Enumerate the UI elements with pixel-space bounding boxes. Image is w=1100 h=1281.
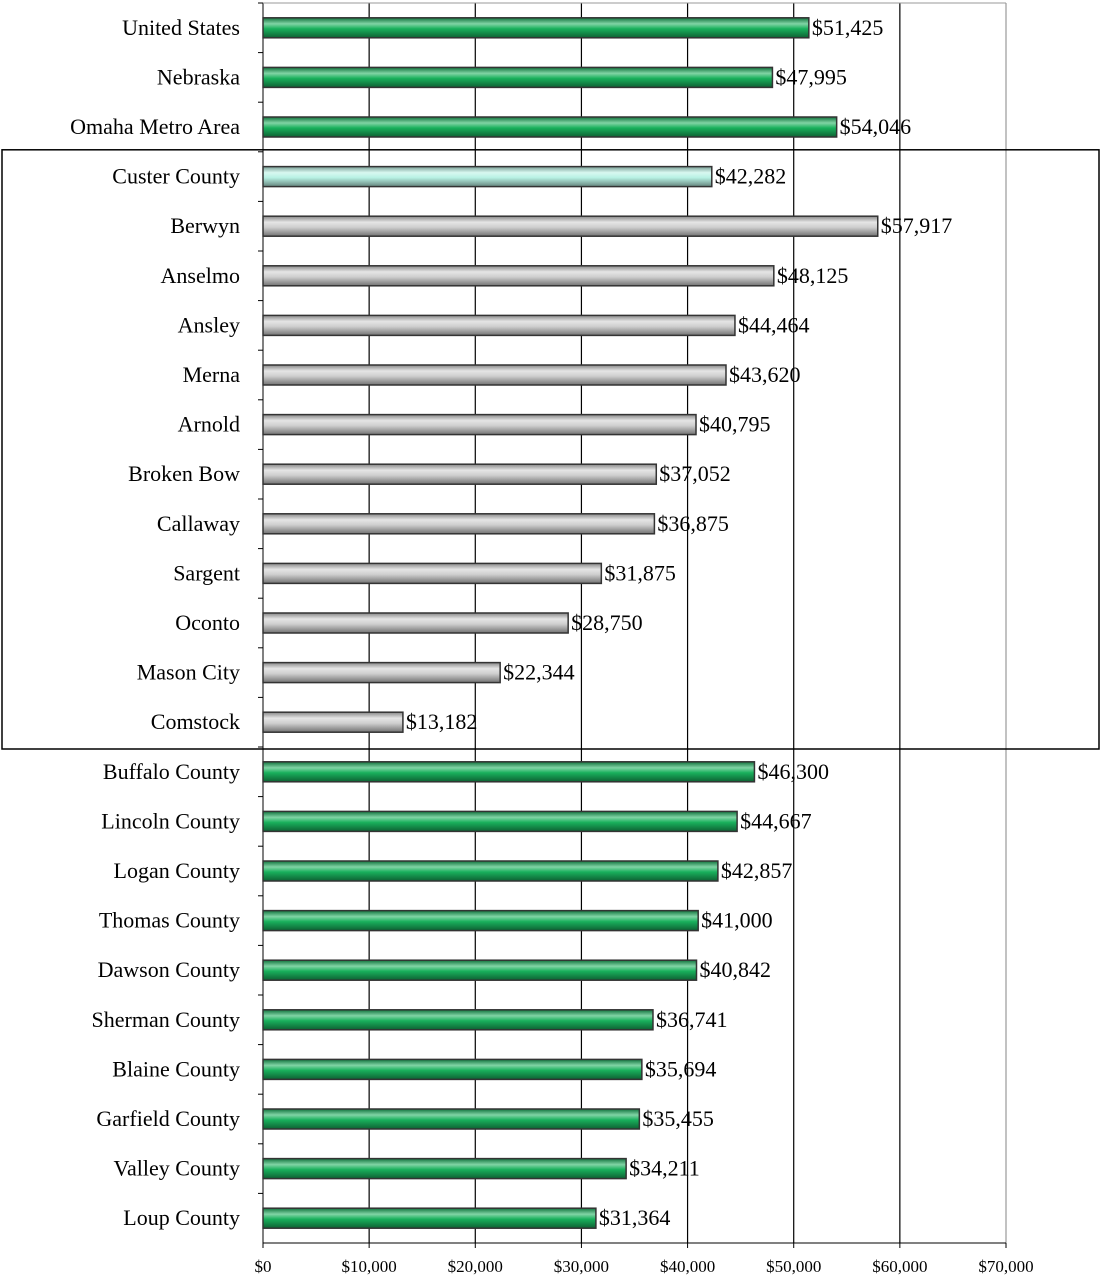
y-tick-label: Logan County bbox=[114, 858, 241, 883]
bar bbox=[262, 761, 756, 783]
value-label: $35,694 bbox=[645, 1056, 717, 1081]
y-tick-label: Valley County bbox=[114, 1156, 241, 1181]
y-tick-label: Thomas County bbox=[99, 908, 240, 933]
value-label: $44,464 bbox=[738, 312, 810, 337]
bar bbox=[262, 711, 404, 733]
bar bbox=[262, 562, 603, 585]
value-label: $43,620 bbox=[729, 362, 801, 387]
y-tick-label: Ansley bbox=[178, 312, 240, 337]
value-label: $36,741 bbox=[656, 1007, 728, 1032]
y-tick-label: Buffalo County bbox=[103, 759, 240, 784]
bar bbox=[262, 17, 810, 39]
y-tick-label: Anselmo bbox=[161, 263, 240, 288]
bar bbox=[262, 810, 738, 833]
y-tick-label: Sargent bbox=[173, 560, 240, 585]
value-label: $40,842 bbox=[700, 957, 772, 982]
x-tick-label: $50,000 bbox=[766, 1257, 821, 1276]
y-tick-label: Oconto bbox=[175, 610, 240, 635]
bar bbox=[262, 116, 838, 138]
value-label: $42,857 bbox=[721, 858, 793, 883]
highlight-box bbox=[1, 149, 1100, 750]
bar bbox=[262, 1108, 641, 1130]
bar bbox=[262, 1009, 654, 1031]
value-label: $37,052 bbox=[659, 461, 731, 486]
y-tick-label: Blaine County bbox=[112, 1056, 240, 1081]
value-label: $48,125 bbox=[777, 263, 849, 288]
value-label: $28,750 bbox=[571, 610, 643, 635]
y-tick-label: Custer County bbox=[112, 164, 240, 189]
value-label: $51,425 bbox=[812, 15, 884, 40]
value-label: $57,917 bbox=[881, 213, 953, 238]
bar bbox=[262, 661, 501, 684]
bar bbox=[262, 314, 736, 337]
y-tick-label: Lincoln County bbox=[101, 808, 240, 833]
bar bbox=[262, 215, 879, 237]
y-tick-label: Arnold bbox=[178, 412, 240, 437]
x-tick-label: $60,000 bbox=[872, 1257, 927, 1276]
y-tick-label: Berwyn bbox=[170, 213, 240, 238]
y-tick-label: Loup County bbox=[123, 1205, 240, 1230]
bar bbox=[262, 165, 713, 188]
value-label: $47,995 bbox=[775, 64, 847, 89]
value-label: $31,875 bbox=[604, 560, 676, 585]
value-label: $35,455 bbox=[642, 1106, 714, 1131]
bar bbox=[262, 364, 727, 386]
bar bbox=[262, 413, 697, 436]
value-label: $34,211 bbox=[629, 1156, 700, 1181]
y-tick-label: Nebraska bbox=[157, 64, 240, 89]
bar bbox=[262, 66, 774, 89]
y-tick-label: United States bbox=[122, 15, 240, 40]
bar bbox=[262, 1058, 643, 1081]
y-tick-label: Callaway bbox=[157, 511, 240, 536]
value-label: $42,282 bbox=[715, 164, 787, 189]
bar bbox=[262, 1157, 627, 1180]
value-label: $46,300 bbox=[757, 759, 829, 784]
y-tick-label: Mason City bbox=[137, 660, 240, 685]
y-tick-label: Omaha Metro Area bbox=[70, 114, 240, 139]
y-tick-label: Sherman County bbox=[92, 1007, 241, 1032]
bar bbox=[262, 612, 569, 634]
x-tick-label: $0 bbox=[255, 1257, 272, 1276]
x-tick-label: $40,000 bbox=[660, 1257, 715, 1276]
y-tick-label: Garfield County bbox=[96, 1106, 240, 1131]
value-label: $54,046 bbox=[840, 114, 912, 139]
value-label: $36,875 bbox=[657, 511, 729, 536]
x-tick-label: $20,000 bbox=[448, 1257, 503, 1276]
y-tick-label: Dawson County bbox=[98, 957, 240, 982]
y-tick-label: Merna bbox=[183, 362, 241, 387]
value-label: $22,344 bbox=[503, 660, 575, 685]
bar bbox=[262, 265, 775, 287]
bar bbox=[262, 909, 699, 932]
bar bbox=[262, 959, 698, 981]
value-label: $44,667 bbox=[740, 808, 812, 833]
y-tick-label: Comstock bbox=[151, 709, 240, 734]
x-tick-label: $70,000 bbox=[978, 1257, 1033, 1276]
x-tick-label: $10,000 bbox=[342, 1257, 397, 1276]
bar bbox=[262, 860, 719, 882]
bar bbox=[262, 463, 658, 485]
value-label: $41,000 bbox=[701, 908, 773, 933]
value-label: $31,364 bbox=[599, 1205, 671, 1230]
bar bbox=[262, 513, 656, 535]
y-tick-label: Broken Bow bbox=[128, 461, 240, 486]
value-label: $40,795 bbox=[699, 412, 771, 437]
value-label: $13,182 bbox=[406, 709, 478, 734]
bar bbox=[262, 1207, 597, 1229]
x-tick-label: $30,000 bbox=[554, 1257, 609, 1276]
